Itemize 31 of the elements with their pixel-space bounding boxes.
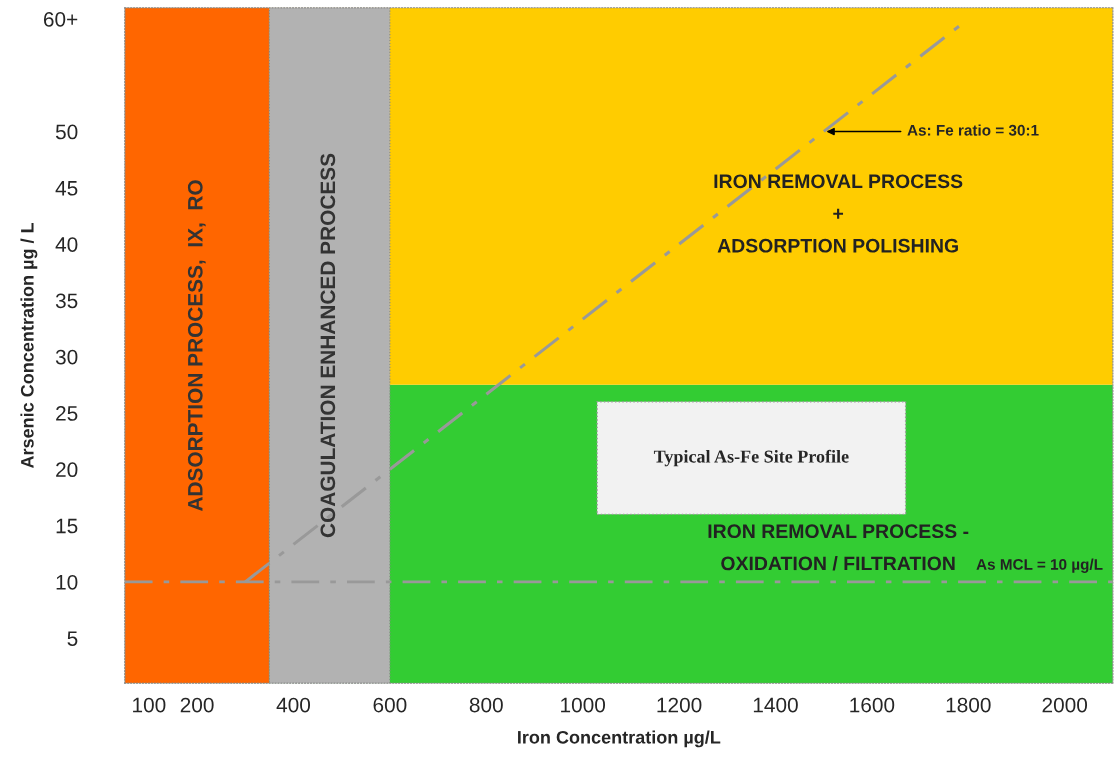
x-tick-label: 2000 (1042, 697, 1088, 713)
x-tick-label: 400 (276, 697, 311, 713)
x-tick-label: 800 (469, 697, 503, 713)
ref-line-label: As MCL = 10 µg/L (976, 558, 1103, 573)
y-tick-label: 45 (55, 181, 78, 196)
y-tick-label: 35 (55, 293, 78, 309)
y-tick-label: 25 (56, 406, 78, 421)
y-tick-label: 30 (55, 349, 78, 365)
y-tick-label: 60+ (43, 11, 78, 27)
y-tick-label: 20 (56, 462, 78, 478)
y-tick-label: 15 (56, 518, 78, 534)
y-tick-label: 50 (55, 124, 78, 140)
x-axis-title: Iron Concentration µg/L (518, 730, 721, 748)
x-tick-label: 100 (133, 697, 166, 713)
y-tick-label: 5 (67, 631, 78, 646)
annotation: As: Fe ratio = 30:1 (907, 124, 1039, 136)
x-tick-label: 1600 (850, 697, 895, 713)
y-axis-title: Arsenic Concentration µg / L (20, 222, 38, 469)
x-tick-label: 600 (373, 697, 407, 713)
band-label: COAGULATION ENHANCED PROCESS (320, 153, 336, 538)
x-tick-label: 200 (180, 697, 214, 713)
x-tick-label: 1800 (946, 697, 991, 713)
x-tick-label: 1200 (657, 697, 702, 713)
x-tick-label: 1000 (561, 697, 606, 713)
x-tick-label: 1400 (753, 697, 798, 713)
y-tick-label: 10 (56, 574, 78, 590)
band-label: IRON REMOVAL PROCESS + ADSORPTION POLISHING (714, 174, 963, 253)
band-label: IRON REMOVAL PROCESS - OXIDATION / FILTRATION (708, 524, 969, 571)
y-tick-label: 40 (55, 237, 78, 252)
band-label: ADSORPTION PROCESS, IX, RO (187, 180, 206, 512)
annotation: Typical As-Fe Site Profile (653, 449, 849, 467)
